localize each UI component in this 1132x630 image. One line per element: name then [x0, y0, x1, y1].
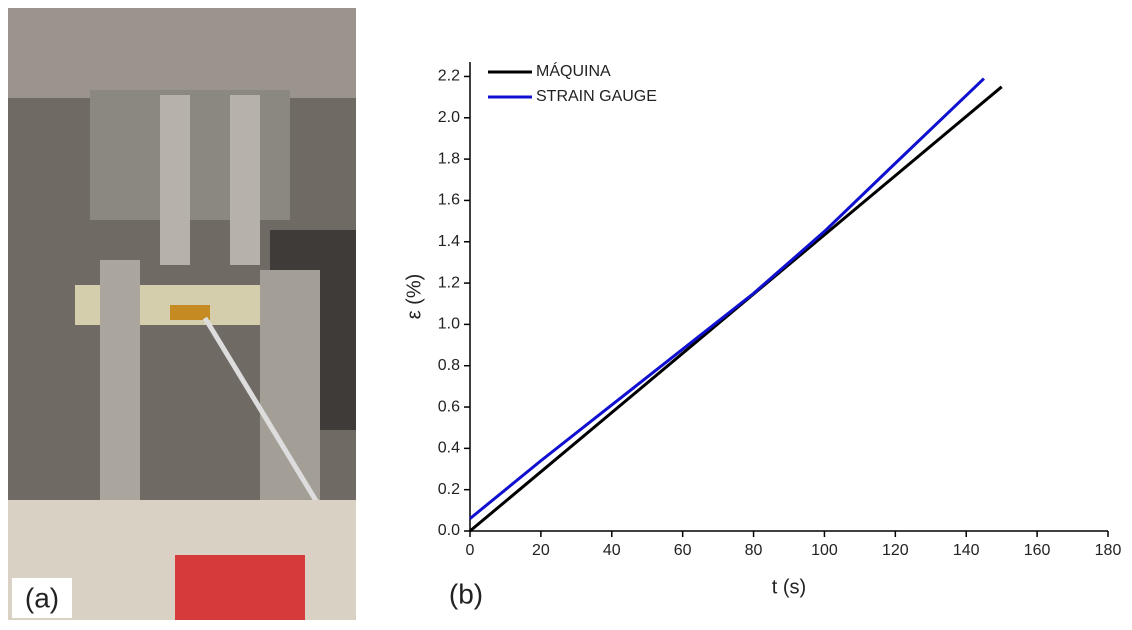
photo-jaw	[160, 95, 190, 265]
series-line	[469, 77, 985, 520]
x-tick-label: 20	[532, 542, 550, 559]
photo: (a)	[8, 8, 356, 620]
x-tick-label: 60	[674, 542, 692, 559]
x-axis-label: t (s)	[772, 576, 806, 598]
y-tick-label: 0.4	[438, 440, 460, 457]
photo-caliper	[260, 270, 320, 510]
y-tick-label: 1.0	[438, 316, 460, 333]
x-tick-label: 80	[745, 542, 763, 559]
x-tick-label: 100	[811, 542, 838, 559]
y-tick-label: 1.2	[438, 274, 460, 291]
x-tick-label: 40	[603, 542, 621, 559]
panel-label: (a)	[25, 582, 59, 613]
x-tick-label: 160	[1024, 542, 1051, 559]
photo-machine-top	[8, 8, 356, 98]
y-tick-label: 1.6	[438, 192, 460, 209]
x-tick-label: 140	[953, 542, 980, 559]
y-tick-label: 2.0	[438, 109, 460, 126]
y-tick-label: 1.8	[438, 150, 460, 167]
x-tick-label: 180	[1095, 542, 1122, 559]
panel-label: (b)	[449, 578, 483, 609]
y-axis-label: ε (%)	[403, 274, 425, 320]
x-tick-label: 120	[882, 542, 909, 559]
y-tick-label: 0.6	[438, 398, 460, 415]
y-tick-label: 1.4	[438, 233, 460, 250]
photo-jaw	[230, 95, 260, 265]
legend-label: STRAIN GAUGE	[536, 88, 657, 105]
legend-label: MÁQUINA	[536, 61, 611, 80]
y-tick-label: 2.2	[438, 68, 460, 85]
photo-gauge	[170, 305, 210, 320]
panel-label-box	[12, 578, 72, 618]
y-tick-label: 0.2	[438, 481, 460, 498]
x-tick-label: 0	[466, 542, 475, 559]
photo-caliper	[100, 260, 140, 500]
photo-logo	[175, 555, 305, 620]
y-tick-label: 0.0	[438, 522, 460, 539]
y-tick-label: 0.8	[438, 357, 460, 374]
